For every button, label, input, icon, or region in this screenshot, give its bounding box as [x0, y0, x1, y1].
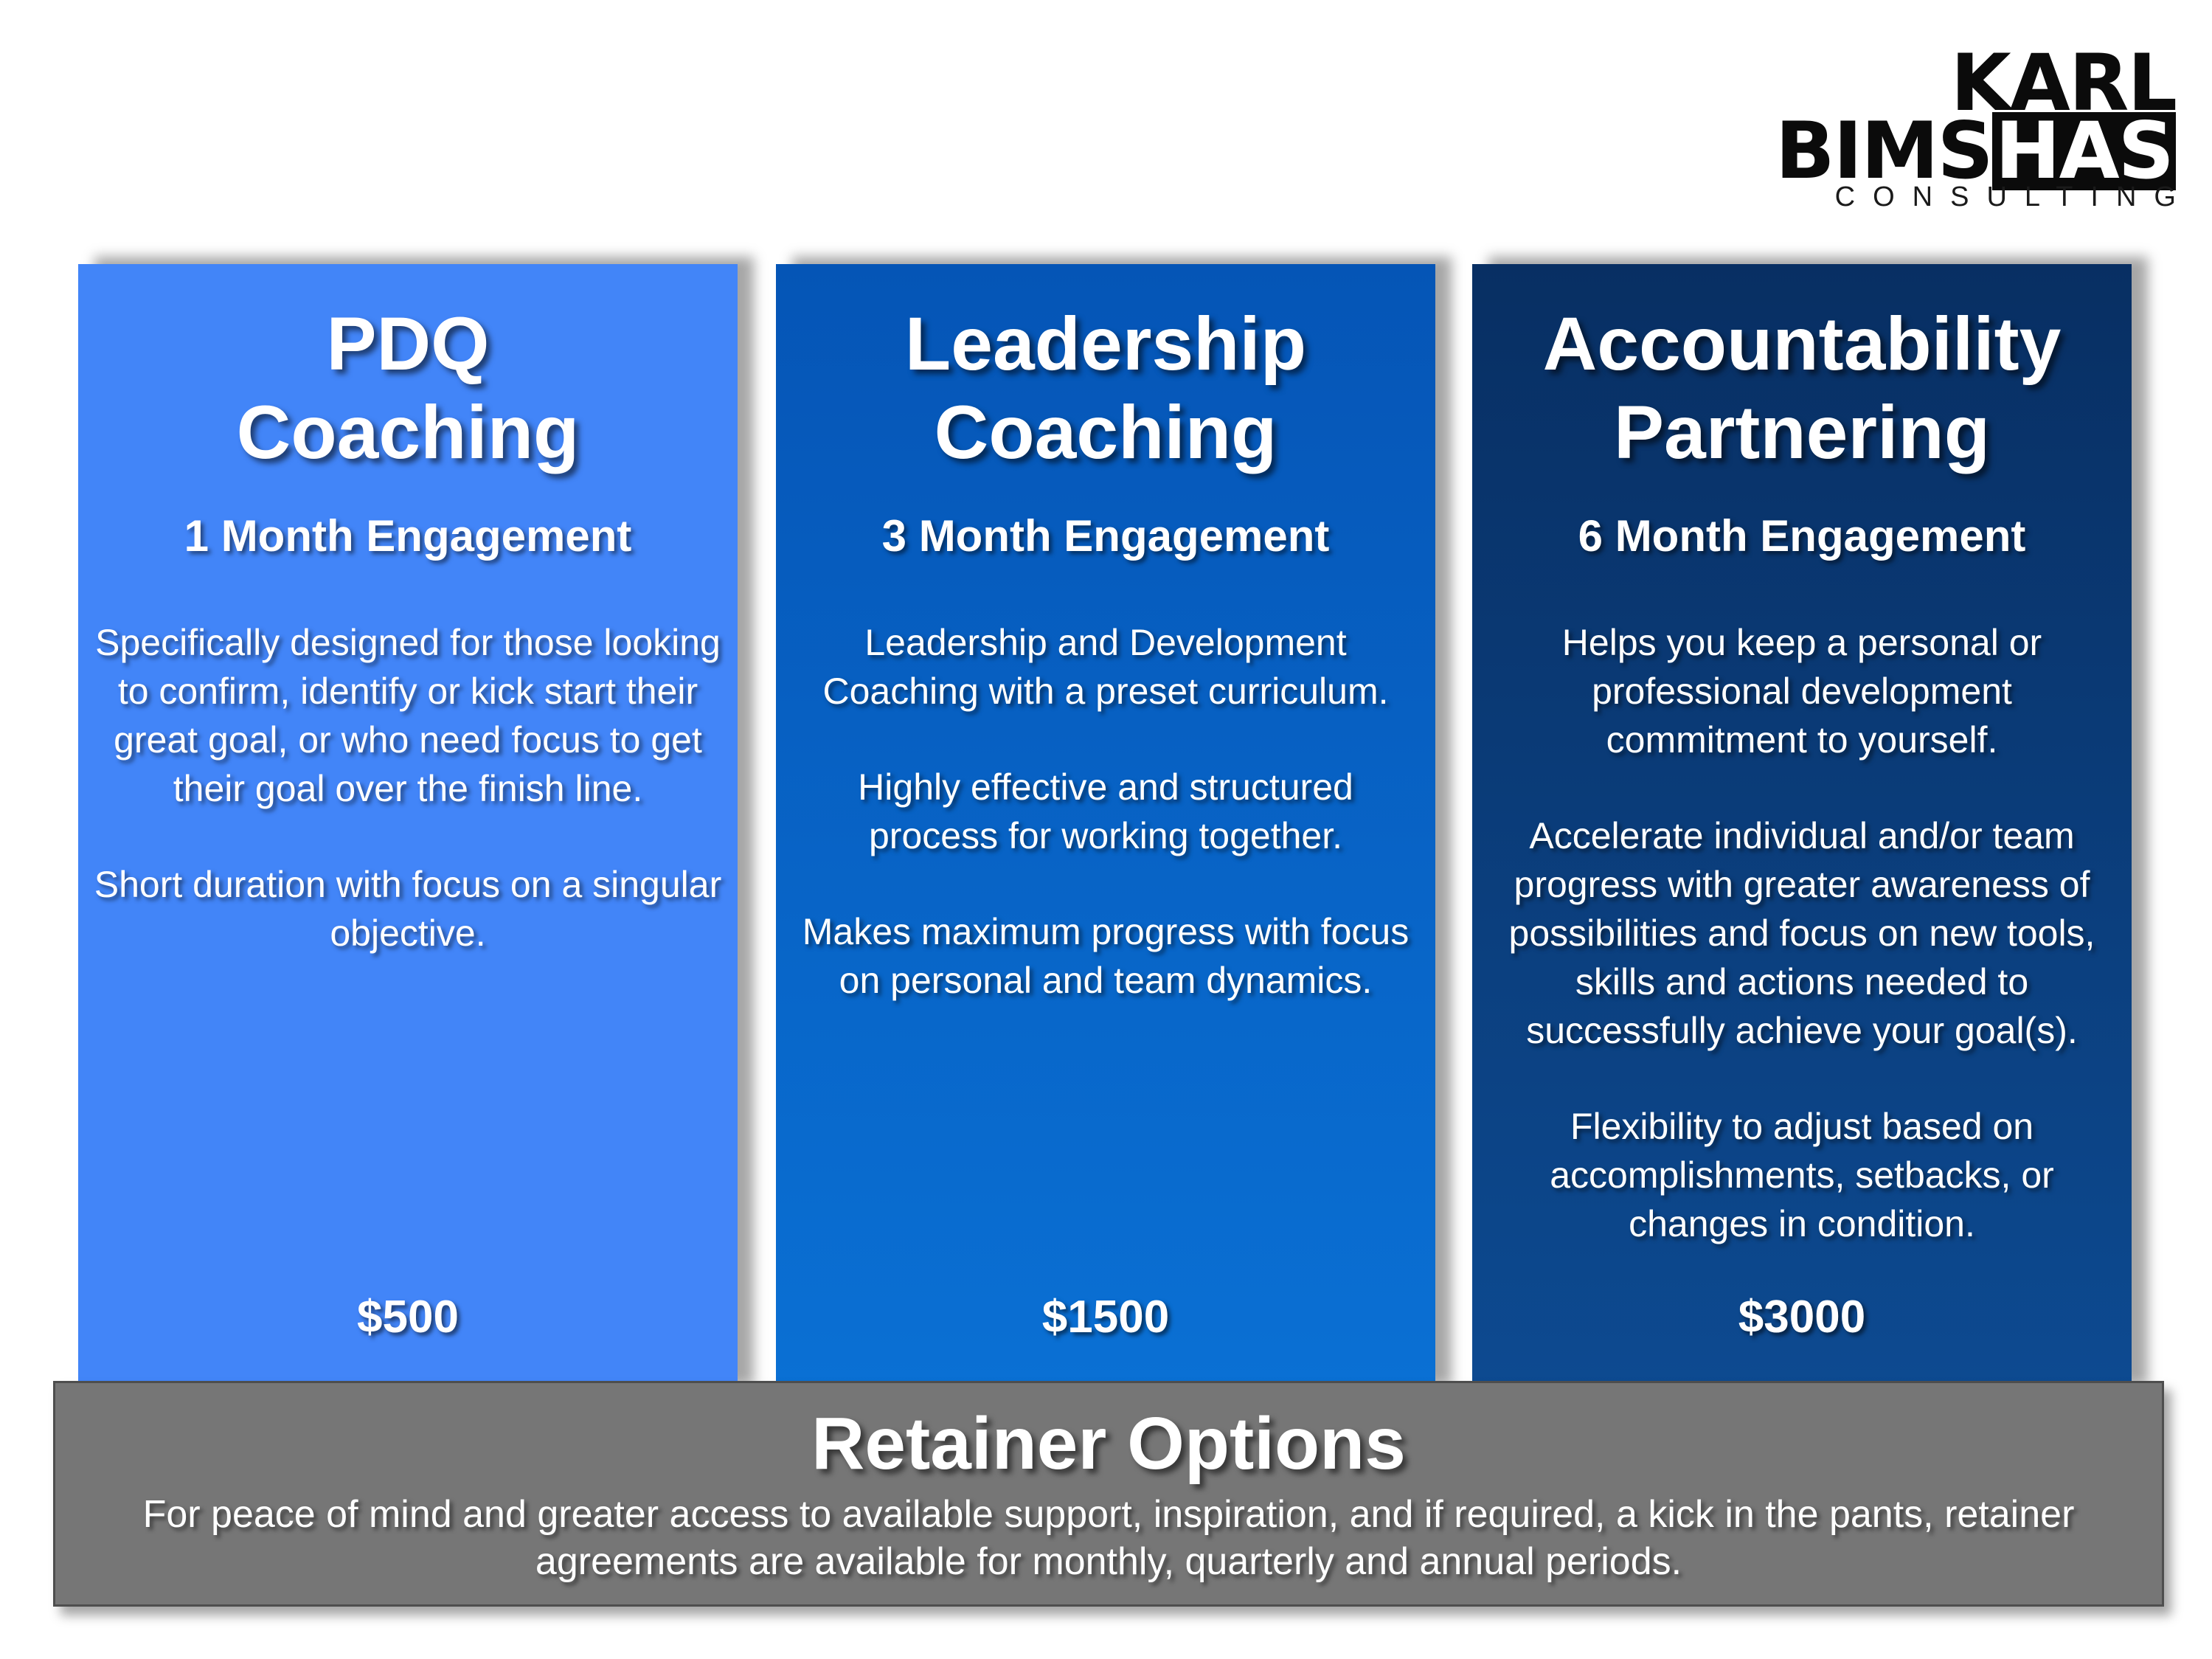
panel-paragraph: Makes maximum progress with focus on per…: [802, 911, 1410, 1001]
panel-title-line-2: Coaching: [236, 390, 580, 474]
company-logo: KARL BIMSHAS CONSULTING: [1775, 38, 2177, 214]
panel-engagement: 1 Month Engagement: [184, 511, 632, 561]
panel-description: Helps you keep a personal or professiona…: [1487, 618, 2117, 1295]
panel-engagement: 3 Month Engagement: [881, 511, 1330, 561]
logo-line-karl: KARL: [1950, 38, 2177, 128]
logo-has-block: HAS: [1991, 112, 2176, 190]
panel-price: $3000: [1738, 1292, 1866, 1343]
panel-title-line-1: PDQ: [326, 302, 490, 386]
panel-paragraph: Accelerate individual and/or team progre…: [1508, 815, 2095, 1051]
logo-consulting: CONSULTING: [1834, 181, 2194, 212]
panel-title-line-2: Coaching: [934, 390, 1277, 474]
retainer-description: For peace of mind and greater access to …: [142, 1493, 2075, 1583]
panel-price: $1500: [1041, 1292, 1170, 1343]
retainer-title: Retainer Options: [811, 1402, 1406, 1485]
panel-title: Leadership Coaching: [776, 299, 1435, 477]
panel-title: PDQ Coaching: [78, 299, 738, 477]
panel-paragraph: Specifically designed for those looking …: [95, 622, 721, 809]
panel-leadership-coaching: Leadership Coaching 3 Month Engagement L…: [776, 264, 1435, 1393]
panel-paragraph: Flexibility to adjust based on accomplis…: [1550, 1106, 2054, 1244]
panel-title-line-2: Partnering: [1613, 390, 1991, 474]
panel-paragraph: Highly effective and structured process …: [858, 766, 1353, 856]
panel-price: $500: [357, 1292, 459, 1343]
panel-paragraph: Leadership and Development Coaching with…: [822, 622, 1389, 712]
panel-description: Specifically designed for those looking …: [93, 618, 723, 1005]
logo-bims: BIMS: [1775, 105, 1994, 196]
panel-description: Leadership and Development Coaching with…: [791, 618, 1421, 1052]
panel-pdq-coaching: PDQ Coaching 1 Month Engagement Specific…: [78, 264, 738, 1393]
panel-paragraph: Short duration with focus on a singular …: [94, 864, 722, 954]
panel-accountability-partnering: Accountability Partnering 6 Month Engage…: [1472, 264, 2132, 1393]
panel-paragraph: Helps you keep a personal or professiona…: [1561, 622, 2042, 761]
retainer-options-box: Retainer Options For peace of mind and g…: [53, 1381, 2164, 1607]
panel-title-line-1: Leadership: [904, 302, 1307, 386]
logo-line-bimshas: BIMSHAS: [1775, 112, 2176, 190]
panel-title: Accountability Partnering: [1472, 299, 2132, 477]
panel-engagement: 6 Month Engagement: [1578, 511, 2026, 561]
panel-title-line-1: Accountability: [1542, 302, 2062, 386]
